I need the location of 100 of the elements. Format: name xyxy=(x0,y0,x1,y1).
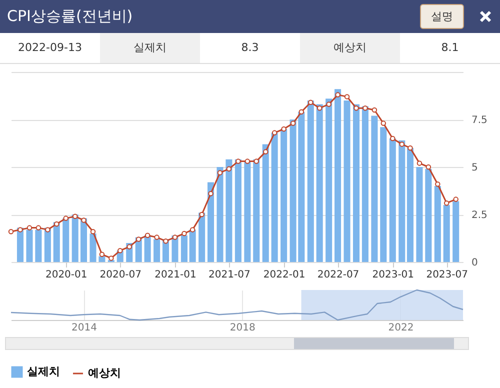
bar xyxy=(271,132,278,262)
bar xyxy=(207,182,214,262)
bar xyxy=(53,222,60,262)
x-tick-label: 2022-01 xyxy=(263,270,306,280)
point xyxy=(136,236,142,242)
point xyxy=(63,216,68,221)
point xyxy=(8,228,14,234)
x-tick-label: 2014 xyxy=(72,322,97,334)
point xyxy=(298,109,304,115)
bar xyxy=(226,159,232,262)
point xyxy=(244,158,250,164)
point xyxy=(426,164,432,170)
y-tick-label: 2.5 xyxy=(472,210,488,221)
point xyxy=(435,181,440,187)
bar xyxy=(44,228,51,262)
point xyxy=(408,145,413,151)
point xyxy=(272,130,278,136)
point xyxy=(354,105,359,111)
bar xyxy=(280,129,288,262)
bar xyxy=(26,230,33,262)
point xyxy=(399,142,404,147)
point xyxy=(390,136,396,142)
x-tick-label: 2023-01 xyxy=(372,270,414,280)
text: 8.1 xyxy=(440,40,460,56)
point xyxy=(208,190,214,196)
chart-title: CPI상승률(전년비) xyxy=(7,7,133,26)
point xyxy=(172,234,178,240)
bar xyxy=(434,186,441,262)
point xyxy=(163,238,168,244)
point xyxy=(380,120,386,126)
bar xyxy=(262,144,269,262)
bar xyxy=(189,230,196,262)
bar xyxy=(362,106,368,262)
point xyxy=(326,102,332,107)
bar xyxy=(35,230,42,262)
x-tick-label: 2020-07 xyxy=(100,270,142,280)
point xyxy=(199,212,204,218)
point xyxy=(290,120,296,126)
point xyxy=(362,105,368,111)
y-tick-label: 7.5 xyxy=(472,115,488,126)
point xyxy=(118,248,123,254)
legend-label: 예상치 xyxy=(88,366,121,380)
point xyxy=(126,244,132,250)
x-tick-label: 2020-01 xyxy=(45,270,88,280)
point xyxy=(263,149,268,154)
x-tick-label: 2022 xyxy=(388,322,414,334)
bar xyxy=(406,148,414,262)
bar xyxy=(334,89,342,262)
text: 실제치 xyxy=(100,33,200,63)
point xyxy=(316,105,322,111)
text: 2022-09-13 xyxy=(17,40,83,56)
x-tick-label: 2021-01 xyxy=(154,270,196,280)
point xyxy=(154,234,160,240)
point xyxy=(90,228,96,234)
bar xyxy=(344,100,350,262)
legend-label: 실제치 xyxy=(27,365,60,378)
bar xyxy=(72,214,78,262)
text: 설명 xyxy=(420,4,464,29)
bar xyxy=(216,167,224,262)
bar xyxy=(452,201,460,262)
bar xyxy=(389,138,396,262)
point xyxy=(81,218,86,223)
bar xyxy=(154,239,160,262)
bar xyxy=(244,161,251,262)
bar xyxy=(253,159,260,262)
point xyxy=(72,214,78,220)
text: 예상치 xyxy=(300,33,400,63)
bar xyxy=(307,100,314,262)
bar xyxy=(326,98,332,262)
point xyxy=(190,227,196,232)
bar xyxy=(316,104,323,262)
point xyxy=(254,158,259,164)
point xyxy=(344,94,350,100)
x-tick-label: 2021-07 xyxy=(208,270,250,280)
point xyxy=(45,227,50,232)
bar xyxy=(425,168,432,262)
point xyxy=(108,256,114,261)
bar xyxy=(416,167,423,262)
bar xyxy=(80,218,88,262)
point xyxy=(54,221,60,227)
point xyxy=(226,166,232,172)
point xyxy=(236,158,241,164)
point xyxy=(444,200,450,206)
bar xyxy=(443,205,450,262)
point xyxy=(335,92,340,98)
bar xyxy=(144,235,151,262)
bar xyxy=(234,159,242,262)
point xyxy=(99,252,105,258)
point xyxy=(308,100,314,106)
point xyxy=(18,227,23,232)
text: 8.3 xyxy=(240,40,260,56)
point xyxy=(144,232,150,238)
x-tick-label: 2023-07 xyxy=(426,270,468,280)
point xyxy=(416,160,422,166)
bar xyxy=(380,127,387,262)
bar xyxy=(352,104,360,262)
bar xyxy=(198,212,206,262)
x-tick-label: 2018 xyxy=(230,322,256,334)
bar xyxy=(398,140,406,262)
point xyxy=(182,230,187,236)
